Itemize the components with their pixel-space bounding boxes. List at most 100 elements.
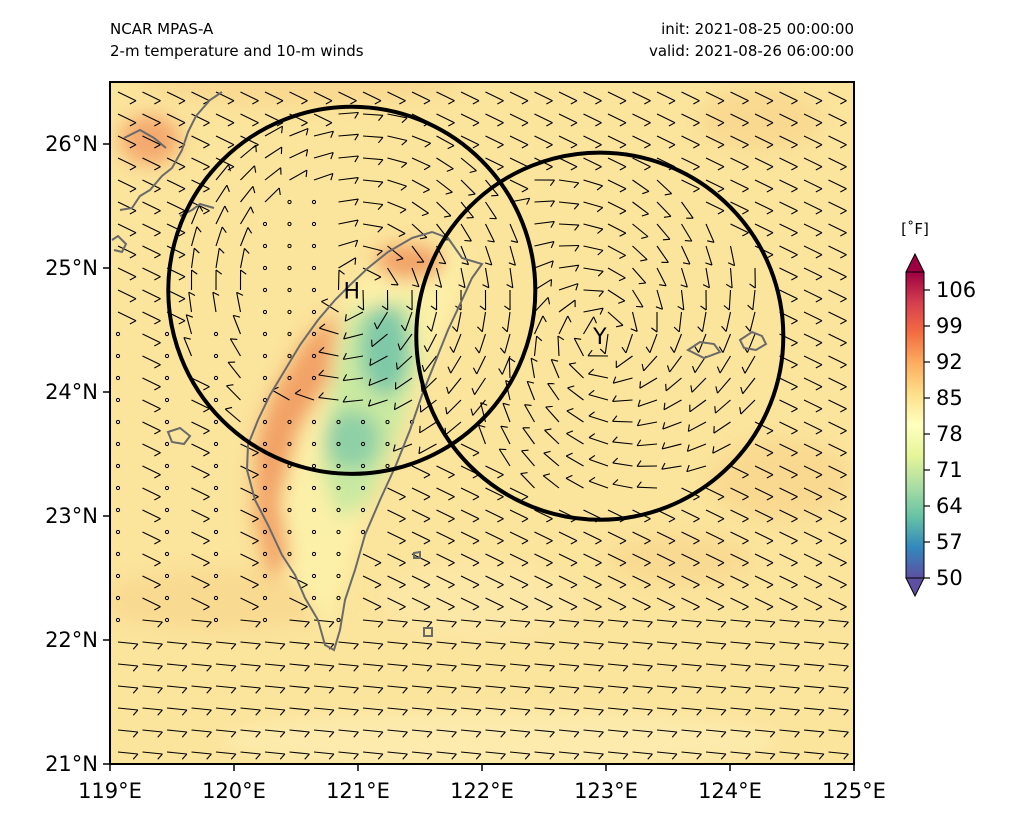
wind-barb [117, 751, 139, 760]
wind-barb [239, 269, 247, 291]
wind-barb [779, 685, 800, 694]
wind-barb [362, 641, 384, 650]
coastlines [111, 91, 768, 652]
wind-barb [191, 685, 212, 694]
wind-barb [460, 135, 480, 149]
wind-barb [485, 663, 506, 672]
wind-barb [558, 729, 580, 738]
wind-barb [583, 707, 604, 716]
wind-barb [411, 597, 431, 611]
lon-tick-label: 121°E [326, 779, 390, 803]
wind-barb [828, 355, 847, 369]
wind-barb [705, 487, 725, 501]
wind-barb [166, 223, 186, 237]
wind-barb [313, 172, 334, 181]
wind-barb [289, 597, 308, 611]
wind-barb [681, 509, 700, 523]
wind-barb [534, 685, 555, 694]
wind-barb [779, 597, 798, 611]
calm-marker [336, 507, 341, 513]
wind-barb [362, 553, 382, 567]
wind-barb [656, 597, 676, 611]
calm-marker [336, 617, 341, 623]
wind-barb [702, 267, 710, 289]
wind-barb [803, 245, 823, 259]
wind-barb [142, 179, 161, 193]
wind-barb [484, 245, 493, 266]
wind-barb [803, 553, 823, 567]
penghu-coastline [166, 426, 192, 446]
wind-barb [803, 663, 825, 672]
wind-barb [387, 751, 408, 760]
wind-barb [681, 91, 700, 105]
wind-barb [289, 169, 308, 181]
wind-barb [449, 333, 462, 353]
wind-barb [828, 663, 849, 672]
wind-barb [436, 597, 455, 611]
wind-barb [411, 685, 433, 694]
wind-barb [460, 751, 482, 760]
wind-barb [665, 377, 682, 392]
wind-barb [142, 311, 161, 325]
center-label: H [344, 279, 361, 304]
wind-barb [369, 355, 388, 367]
wind-barb [651, 311, 658, 333]
wind-barb [583, 113, 602, 127]
wind-barb [183, 336, 193, 357]
wind-barb [828, 575, 847, 589]
wind-barb [367, 399, 388, 407]
wind-barb [632, 685, 653, 694]
wind-barb [705, 509, 725, 523]
wind-barb [779, 245, 798, 259]
wind-barb [458, 267, 466, 289]
wind-barb [264, 663, 286, 672]
wind-barb [185, 314, 193, 335]
wind-barb [289, 619, 310, 628]
wind-barb [754, 487, 774, 501]
wind-barb [705, 91, 725, 105]
calm-marker [262, 375, 268, 381]
wind-barb [534, 751, 555, 760]
wind-barb [534, 297, 551, 313]
wind-barb [509, 487, 529, 501]
wind-barb [558, 531, 578, 545]
wind-barb [718, 333, 732, 353]
wind-barb [215, 707, 237, 716]
wind-barb [754, 157, 774, 171]
wind-barb [779, 135, 798, 149]
wind-barb [460, 729, 482, 738]
wind-barb [289, 128, 309, 137]
wind-barb [166, 663, 188, 672]
wind-barb [411, 267, 420, 288]
calm-marker [164, 419, 170, 425]
wind-barb [400, 311, 413, 332]
wind-barb [289, 91, 308, 105]
wind-barb [190, 269, 198, 291]
wind-barb [779, 289, 798, 303]
calm-marker [311, 309, 317, 315]
wind-barb [485, 91, 504, 105]
wind-barb [166, 751, 188, 760]
wind-barb [716, 355, 731, 374]
wind-barb [727, 245, 736, 267]
wind-barb [460, 91, 480, 105]
wind-barb [533, 335, 543, 357]
wind-barb [509, 179, 529, 193]
wind-barb [828, 311, 847, 325]
yonaguni-coastline [686, 340, 722, 360]
wind-barb [779, 91, 798, 105]
wind-barb [632, 663, 653, 672]
calm-marker [213, 419, 219, 425]
taiwan-coastline [245, 230, 484, 652]
wind-barb [411, 245, 425, 263]
wind-barb [343, 332, 364, 340]
wind-barb [436, 707, 457, 716]
wind-barb [534, 641, 555, 650]
calm-marker [311, 243, 317, 249]
wind-barb [397, 333, 413, 351]
calm-marker [262, 309, 268, 315]
colorbar: 50 57 64 71 78 85 92 99 106 [905, 252, 976, 598]
calm-marker [213, 595, 219, 601]
calm-marker [287, 287, 292, 293]
wind-barb [436, 465, 455, 479]
